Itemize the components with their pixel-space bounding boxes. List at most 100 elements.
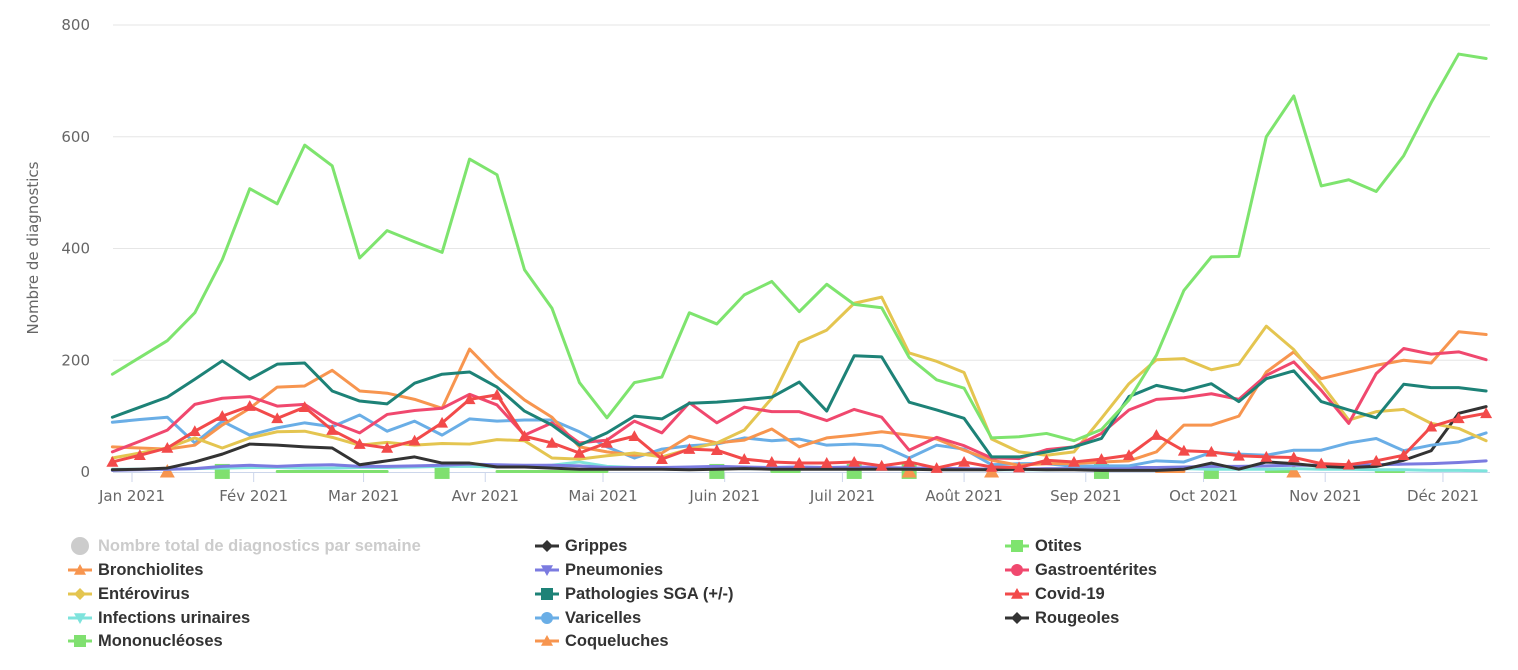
data-point (1013, 461, 1026, 473)
series-line (110, 354, 1488, 459)
data-point (1425, 420, 1438, 432)
legend-item-covid-19[interactable]: Covid-19 (1005, 583, 1105, 605)
plot-area (106, 52, 1493, 479)
x-tick-label: Déc 2021 (1407, 487, 1479, 505)
legend-item-varicelles[interactable]: Varicelles (535, 607, 641, 629)
data-point (326, 424, 339, 435)
series-line (110, 347, 1488, 461)
legend-item-gastroenterites[interactable]: Gastroentérites (1005, 559, 1157, 581)
circle-marker-icon (1005, 564, 1029, 576)
data-point (985, 460, 998, 472)
y-tick-label: 600 (61, 128, 90, 146)
legend-item-infections-urinaires[interactable]: Infections urinaires (68, 607, 250, 629)
series-enterovirus (110, 295, 1488, 461)
legend-item-bronchiolites[interactable]: Bronchiolites (68, 559, 203, 581)
y-tick-label: 400 (61, 240, 90, 258)
legend-label: Covid-19 (1035, 584, 1105, 603)
y-tick-label: 800 (61, 16, 90, 34)
x-tick-label: Sep 2021 (1050, 487, 1121, 505)
data-point (545, 436, 558, 448)
legend-item-otites[interactable]: Otites (1005, 535, 1082, 557)
triangle-marker-icon (68, 564, 92, 575)
series-line (110, 52, 1488, 443)
data-point (793, 457, 806, 468)
data-point (628, 430, 641, 442)
legend-item-enterovirus[interactable]: Entérovirus (68, 583, 190, 605)
data-point (133, 449, 146, 461)
data-point (1205, 445, 1218, 457)
circle-marker-icon (535, 612, 559, 624)
x-tick-label: Oct 2021 (1169, 487, 1238, 505)
square-marker-icon (68, 635, 92, 647)
data-point (875, 459, 888, 471)
data-point (1177, 444, 1190, 456)
data-point (848, 455, 861, 467)
data-point (1397, 449, 1410, 461)
data-point (518, 430, 531, 442)
legend-label: Gastroentérites (1035, 560, 1157, 579)
legend-item-coqueluches[interactable]: Coqueluches (535, 630, 669, 652)
x-tick-label: Août 2021 (925, 487, 1003, 505)
gridlines (113, 24, 1490, 361)
legend-item-pneumonies[interactable]: Pneumonies (535, 559, 663, 581)
diamond-marker-icon (68, 588, 92, 600)
legend-label: Nombre total de diagnostics par semaine (98, 536, 421, 555)
data-point (1370, 454, 1383, 466)
legend-item-grippes[interactable]: Grippes (535, 535, 627, 557)
x-tick-label: Mar 2021 (328, 487, 399, 505)
data-point (903, 455, 916, 467)
data-point (573, 447, 586, 458)
data-point (1452, 412, 1465, 424)
square-marker-icon (1005, 540, 1029, 552)
data-point (738, 453, 751, 464)
data-point (1286, 463, 1302, 478)
x-tick-label: Juin 2021 (688, 487, 760, 505)
data-point (1122, 449, 1135, 461)
diamond-marker-icon (535, 540, 559, 552)
series-gastroenterites (110, 347, 1488, 461)
data-point (408, 434, 421, 446)
data-point (353, 438, 366, 449)
y-tick-label: 200 (61, 351, 90, 369)
legend-item-rougeoles[interactable]: Rougeoles (1005, 607, 1119, 629)
data-point (106, 455, 119, 467)
data-point (243, 400, 256, 411)
data-point (930, 462, 943, 473)
data-point (600, 436, 613, 448)
square-marker-icon (535, 588, 559, 600)
legend-item-pathologies-sga[interactable]: Pathologies SGA (+/-) (535, 583, 734, 605)
x-tick-label: Avr 2021 (452, 487, 519, 505)
series-line (110, 413, 1488, 468)
legend-item-mononucleoses[interactable]: Mononucléoses (68, 630, 223, 652)
data-point (463, 393, 476, 405)
data-point (655, 453, 668, 464)
data-point (710, 444, 723, 456)
y-axis-title: Nombre de diagnostics (24, 161, 42, 334)
x-tick-label: Jan 2021 (98, 487, 165, 505)
legend-label: Bronchiolites (98, 560, 204, 579)
data-point (216, 410, 229, 421)
x-tick-label: Juil 2021 (809, 487, 875, 505)
data-point (298, 401, 311, 412)
triangle-marker-icon (1005, 588, 1029, 599)
series-line (110, 330, 1488, 467)
series-grippes (110, 405, 1488, 472)
legend-label: Rougeoles (1035, 608, 1120, 627)
data-point (1287, 451, 1300, 463)
series-covid-19 (106, 388, 1493, 473)
legend-item-nombre-total-de-diagnostics-par-semaine[interactable]: Nombre total de diagnostics par semaine (68, 535, 421, 557)
data-point (1068, 455, 1080, 467)
legend-label: Pathologies SGA (+/-) (565, 584, 734, 603)
x-tick-label: Fév 2021 (219, 487, 288, 505)
data-point (1342, 458, 1355, 470)
data-point (491, 388, 504, 400)
legend-label: Grippes (565, 536, 628, 555)
series-bronchiolites (110, 330, 1488, 467)
legend-label: Mononucléoses (98, 631, 223, 650)
data-point (1232, 449, 1245, 461)
circle-marker-icon (71, 536, 89, 556)
y-tick-label: 0 (80, 463, 90, 481)
series-pathologies-sga (110, 354, 1488, 459)
series-line (110, 295, 1488, 461)
